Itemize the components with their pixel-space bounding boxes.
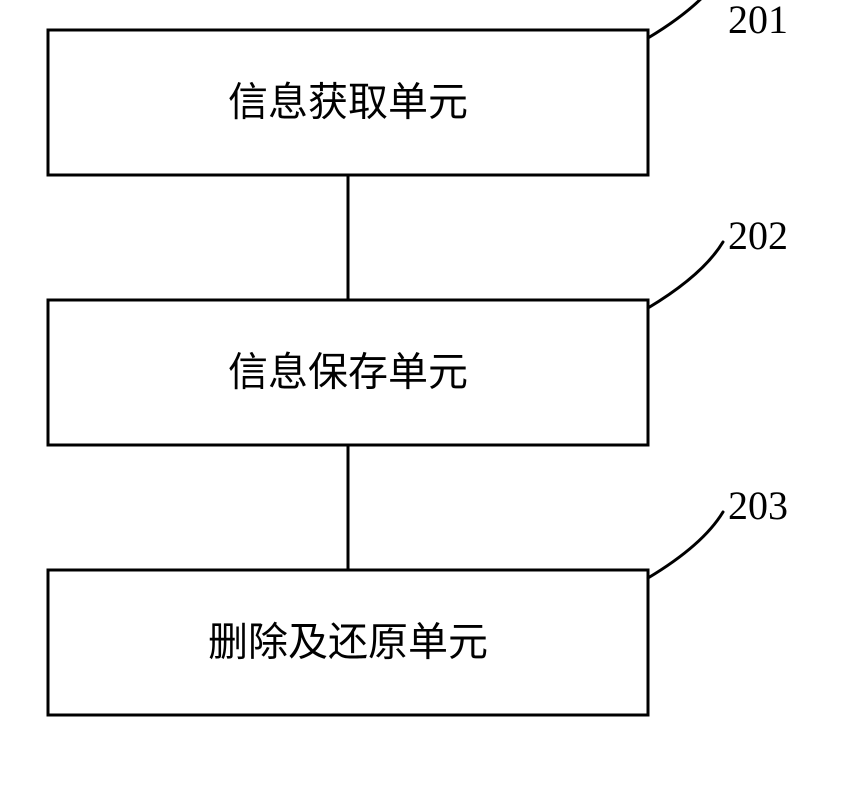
flow-node: 删除及还原单元 203 xyxy=(48,483,788,715)
callout-curve xyxy=(648,242,723,308)
callout-curve xyxy=(648,0,723,38)
node-label: 删除及还原单元 xyxy=(208,620,488,665)
callout-curve xyxy=(648,512,723,578)
diagram-canvas: 信息获取单元 201 信息保存单元 202 删除及还原单元 203 xyxy=(0,0,856,800)
node-number: 203 xyxy=(728,483,788,528)
node-label: 信息保存单元 xyxy=(228,350,468,395)
flow-node: 信息获取单元 201 xyxy=(48,0,788,175)
node-label: 信息获取单元 xyxy=(228,80,468,125)
flow-node: 信息保存单元 202 xyxy=(48,213,788,445)
node-number: 202 xyxy=(728,213,788,258)
node-number: 201 xyxy=(728,0,788,42)
